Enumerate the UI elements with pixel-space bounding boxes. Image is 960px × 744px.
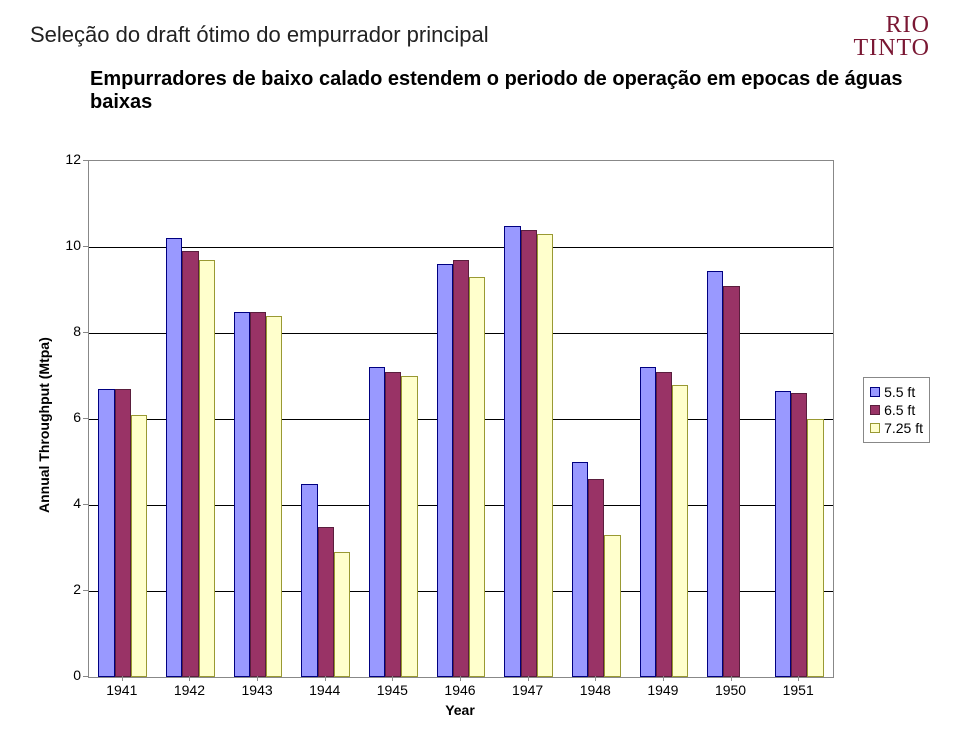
bar: [775, 391, 791, 677]
legend-item: 7.25 ft: [870, 420, 923, 436]
x-tick: [460, 676, 461, 681]
legend-swatch: [870, 387, 880, 397]
legend-swatch: [870, 405, 880, 415]
page-title: Seleção do draft ótimo do empurrador pri…: [30, 22, 930, 48]
bar: [791, 393, 807, 677]
brand-logo: RIO TINTO: [853, 14, 930, 60]
legend-item: 5.5 ft: [870, 384, 923, 400]
x-tick: [798, 676, 799, 681]
y-tick-label: 2: [53, 581, 81, 597]
bar: [572, 462, 588, 677]
bar: [588, 479, 604, 677]
x-tick: [528, 676, 529, 681]
x-tick-label: 1950: [697, 682, 765, 698]
y-tick: [83, 160, 88, 161]
x-tick: [325, 676, 326, 681]
x-axis-label: Year: [88, 702, 832, 718]
y-tick-label: 12: [53, 151, 81, 167]
bar: [707, 271, 723, 677]
legend: 5.5 ft 6.5 ft 7.25 ft: [863, 377, 930, 443]
logo-line1: RIO: [853, 14, 930, 37]
bar: [166, 238, 182, 677]
x-tick-label: 1945: [359, 682, 427, 698]
chart-container: 024681012Annual Throughput (Mtpa)1941194…: [30, 160, 930, 724]
bar: [385, 372, 401, 677]
legend-label: 5.5 ft: [884, 384, 915, 400]
y-tick-label: 0: [53, 667, 81, 683]
logo-line2: TINTO: [853, 37, 930, 60]
y-tick: [83, 504, 88, 505]
bar: [234, 312, 250, 678]
bar: [98, 389, 114, 677]
bar: [318, 527, 334, 678]
x-tick-label: 1941: [88, 682, 156, 698]
x-tick: [663, 676, 664, 681]
x-tick-label: 1947: [494, 682, 562, 698]
legend-item: 6.5 ft: [870, 402, 923, 418]
bar: [437, 264, 453, 677]
bar: [131, 415, 147, 677]
x-tick: [257, 676, 258, 681]
bar: [521, 230, 537, 677]
y-tick: [83, 590, 88, 591]
y-tick-label: 6: [53, 409, 81, 425]
bar: [369, 367, 385, 677]
y-tick: [83, 418, 88, 419]
x-tick: [392, 676, 393, 681]
bar: [604, 535, 620, 677]
legend-label: 7.25 ft: [884, 420, 923, 436]
x-tick: [189, 676, 190, 681]
bar: [250, 312, 266, 678]
legend-label: 6.5 ft: [884, 402, 915, 418]
x-tick: [122, 676, 123, 681]
bar: [807, 419, 823, 677]
x-tick: [731, 676, 732, 681]
y-tick-label: 8: [53, 323, 81, 339]
bar: [723, 286, 739, 677]
bar: [537, 234, 553, 677]
x-tick-label: 1948: [561, 682, 629, 698]
y-tick: [83, 246, 88, 247]
bar: [334, 552, 350, 677]
bar: [640, 367, 656, 677]
legend-swatch: [870, 423, 880, 433]
bar: [453, 260, 469, 677]
bar: [301, 484, 317, 678]
x-tick-label: 1942: [156, 682, 224, 698]
bar: [115, 389, 131, 677]
x-tick-label: 1946: [426, 682, 494, 698]
x-tick-label: 1944: [291, 682, 359, 698]
x-tick-label: 1943: [223, 682, 291, 698]
y-tick-label: 10: [53, 237, 81, 253]
bar: [672, 385, 688, 677]
bar: [199, 260, 215, 677]
grid-line: [89, 247, 833, 248]
page-subtitle: Empurradores de baixo calado estendem o …: [90, 68, 930, 114]
y-tick: [83, 676, 88, 677]
x-tick-label: 1949: [629, 682, 697, 698]
x-tick: [595, 676, 596, 681]
bar: [656, 372, 672, 677]
x-tick-label: 1951: [764, 682, 832, 698]
y-tick: [83, 332, 88, 333]
bar: [401, 376, 417, 677]
y-axis-label: Annual Throughput (Mtpa): [36, 337, 52, 513]
y-tick-label: 4: [53, 495, 81, 511]
bar: [266, 316, 282, 677]
plot-area: [88, 160, 834, 678]
bar: [182, 251, 198, 677]
bar: [469, 277, 485, 677]
bar: [504, 226, 520, 678]
